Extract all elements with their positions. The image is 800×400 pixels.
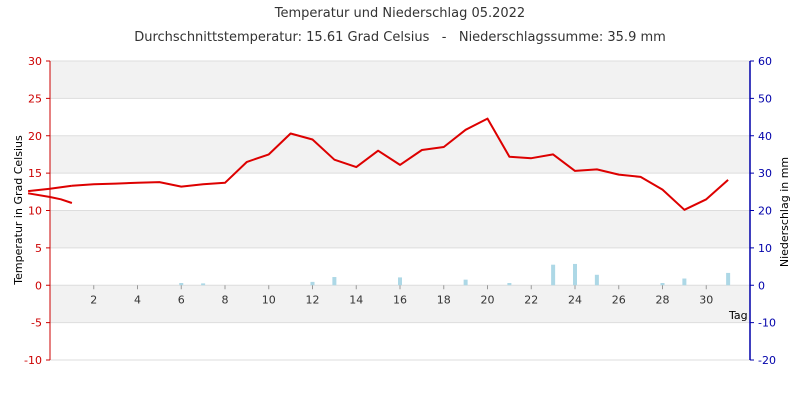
x-tick-label: 4 <box>134 293 141 306</box>
precipitation-bar <box>310 281 315 286</box>
precipitation-bar <box>179 283 184 286</box>
temperature-line <box>27 184 73 193</box>
precipitation-bar <box>682 278 687 286</box>
grid-band <box>50 285 750 323</box>
precipitation-bar <box>507 283 512 286</box>
precipitation-bar <box>660 283 665 286</box>
y-tick-label-left: 0 <box>35 279 42 292</box>
precipitation-bar <box>573 263 577 286</box>
chart-subtitle: Durchschnittstemperatur: 15.61 Grad Cels… <box>134 30 666 45</box>
precipitation-bar <box>332 277 337 286</box>
y-tick-label-right: 60 <box>758 55 772 68</box>
precipitation-bar <box>551 264 556 286</box>
x-tick-label: 6 <box>178 293 185 306</box>
y-tick-label-right: 40 <box>758 130 772 143</box>
x-tick-label: 12 <box>306 293 320 306</box>
x-tick-label: 8 <box>222 293 229 306</box>
x-tick-label: 18 <box>437 293 451 306</box>
x-tick-label: 28 <box>656 293 670 306</box>
precipitation-bar <box>463 279 468 286</box>
y-tick-label-left: -5 <box>31 317 42 330</box>
precipitation-bar <box>201 283 206 286</box>
y-tick-label-left: 15 <box>28 167 42 180</box>
grid-band <box>50 210 750 248</box>
x-axis-label: Tag <box>728 309 748 322</box>
y-tick-label-right: -10 <box>758 317 776 330</box>
y-tick-label-left: 25 <box>28 92 42 105</box>
precipitation-bar <box>594 274 599 286</box>
precipitation-bar <box>726 272 731 286</box>
y-tick-label-right: 0 <box>758 279 765 292</box>
x-tick-label: 22 <box>524 293 538 306</box>
y-axis-label-right: Niederschlag in mm <box>778 157 791 267</box>
y-axis-label-left: Temperatur in Grad Celsius <box>12 135 25 286</box>
x-tick-label: 20 <box>481 293 495 306</box>
y-tick-label-right: 30 <box>758 167 772 180</box>
y-tick-label-left: 30 <box>28 55 42 68</box>
x-tick-label: 2 <box>90 293 97 306</box>
precipitation-bar <box>398 277 402 286</box>
y-tick-label-left: 10 <box>28 205 42 218</box>
y-tick-label-left: 20 <box>28 130 42 143</box>
temperature-line <box>71 117 729 211</box>
y-tick-label-left: 5 <box>35 242 42 255</box>
grid-band <box>50 135 750 174</box>
y-tick-label-right: 50 <box>758 92 772 105</box>
chart-title: Temperatur und Niederschlag 05.2022 <box>274 6 525 21</box>
temperature-line <box>27 192 73 204</box>
y-tick-label-right: 20 <box>758 205 772 218</box>
x-tick-label: 14 <box>349 293 363 306</box>
x-tick-label: 30 <box>699 293 713 306</box>
y-tick-label-left: -10 <box>24 354 42 367</box>
y-tick-label-right: -20 <box>758 354 776 367</box>
grid-band <box>50 61 750 99</box>
x-tick-label: 16 <box>393 293 407 306</box>
x-tick-label: 10 <box>262 293 276 306</box>
x-tick-label: 24 <box>568 293 582 306</box>
x-tick-label: 26 <box>612 293 626 306</box>
y-tick-label-right: 10 <box>758 242 772 255</box>
